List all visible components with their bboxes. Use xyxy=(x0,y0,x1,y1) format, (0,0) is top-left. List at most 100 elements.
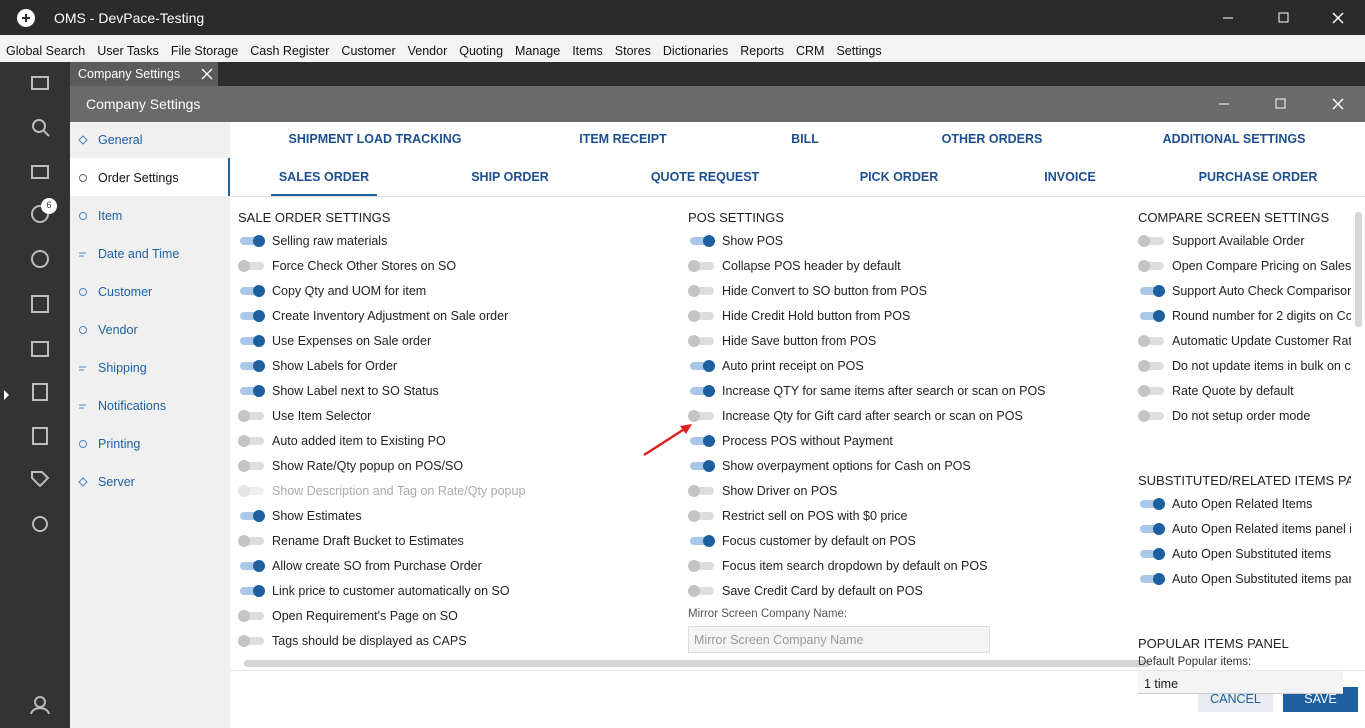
nav-item[interactable]: General xyxy=(98,133,143,147)
toggle-track[interactable] xyxy=(690,512,714,520)
nav-item[interactable]: Order Settings xyxy=(98,171,179,185)
toggle-knob[interactable] xyxy=(238,410,250,422)
toggle-track[interactable] xyxy=(690,387,714,395)
window-controls[interactable] xyxy=(1210,8,1360,28)
toggle-knob[interactable] xyxy=(1138,335,1150,347)
toggle-track[interactable] xyxy=(1140,550,1164,558)
toggle-knob[interactable] xyxy=(253,285,265,297)
toggle-knob[interactable] xyxy=(253,310,265,322)
toggle-track[interactable] xyxy=(690,412,714,420)
toggle-knob[interactable] xyxy=(238,485,250,497)
toggle-knob[interactable] xyxy=(703,235,715,247)
inner-window-controls[interactable] xyxy=(1210,94,1360,114)
menu-item[interactable]: User Tasks xyxy=(97,44,159,58)
toggle-track[interactable] xyxy=(240,637,264,645)
tab-close[interactable] xyxy=(200,67,214,81)
toggle-knob[interactable] xyxy=(253,385,265,397)
menu-item[interactable]: Vendor xyxy=(407,44,448,58)
toggle-track[interactable] xyxy=(1140,412,1164,420)
toggle-track[interactable] xyxy=(1140,500,1164,508)
menu-item[interactable]: Cash Register xyxy=(250,44,330,58)
menu-item[interactable]: File Storage xyxy=(170,44,239,58)
toggle-track[interactable] xyxy=(240,462,264,470)
nav-item[interactable]: Item xyxy=(98,209,123,223)
toggle-knob[interactable] xyxy=(253,235,265,247)
tab[interactable]: SALES ORDER xyxy=(278,170,370,184)
toggle-knob[interactable] xyxy=(703,385,715,397)
tab[interactable]: INVOICE xyxy=(1044,170,1096,184)
toggle-knob[interactable] xyxy=(688,410,700,422)
toggle-track[interactable] xyxy=(1140,337,1164,345)
toggle-knob[interactable] xyxy=(1153,310,1165,322)
toggle-track[interactable] xyxy=(690,262,714,270)
toggle-track[interactable] xyxy=(690,337,714,345)
toggle-track[interactable] xyxy=(240,387,264,395)
nav-item[interactable]: Printing xyxy=(98,437,141,451)
toggle-knob[interactable] xyxy=(1138,385,1150,397)
toggle-knob[interactable] xyxy=(688,285,700,297)
tab[interactable]: BILL xyxy=(791,132,819,146)
toggle-knob[interactable] xyxy=(703,535,715,547)
toggle-knob[interactable] xyxy=(688,560,700,572)
nav-item[interactable]: Shipping xyxy=(98,361,147,375)
toggle-track[interactable] xyxy=(1140,237,1164,245)
toggle-track[interactable] xyxy=(240,612,264,620)
toggle-knob[interactable] xyxy=(688,310,700,322)
menu-item[interactable]: Settings xyxy=(836,44,882,58)
menu-item[interactable]: Items xyxy=(572,44,603,58)
toggle-track[interactable] xyxy=(690,312,714,320)
tab[interactable]: OTHER ORDERS xyxy=(941,132,1043,146)
toggle-knob[interactable] xyxy=(688,335,700,347)
toggle-knob[interactable] xyxy=(1153,573,1165,585)
nav-item[interactable]: Customer xyxy=(98,285,153,299)
nav-item[interactable]: Vendor xyxy=(98,323,138,337)
toggle-track[interactable] xyxy=(1140,362,1164,370)
toggle-knob[interactable] xyxy=(253,585,265,597)
toggle-knob[interactable] xyxy=(688,485,700,497)
toggle-knob[interactable] xyxy=(253,560,265,572)
nav-item[interactable]: Date and Time xyxy=(98,247,180,261)
toggle-knob[interactable] xyxy=(1153,548,1165,560)
toggle-track[interactable] xyxy=(690,587,714,595)
toggle-track[interactable] xyxy=(690,562,714,570)
tab[interactable]: PURCHASE ORDER xyxy=(1198,170,1318,184)
tab[interactable]: QUOTE REQUEST xyxy=(650,170,760,184)
toggle-track[interactable] xyxy=(1140,262,1164,270)
toggle-track[interactable] xyxy=(240,512,264,520)
toggle-track[interactable] xyxy=(690,287,714,295)
toggle-track[interactable] xyxy=(1140,575,1164,583)
toggle-track[interactable] xyxy=(690,487,714,495)
toggle-knob[interactable] xyxy=(1138,360,1150,372)
menu-item[interactable]: Stores xyxy=(614,44,651,58)
menu-item[interactable]: CRM xyxy=(796,44,825,58)
toggle-knob[interactable] xyxy=(688,260,700,272)
menu-item[interactable]: Customer xyxy=(341,44,396,58)
document-tab[interactable] xyxy=(70,62,218,86)
toggle-track[interactable] xyxy=(240,587,264,595)
toggle-knob[interactable] xyxy=(1153,498,1165,510)
toggle-knob[interactable] xyxy=(688,585,700,597)
toggle-track[interactable] xyxy=(240,312,264,320)
toggle-track[interactable] xyxy=(240,337,264,345)
toggle-track[interactable] xyxy=(690,462,714,470)
toggle-track[interactable] xyxy=(1140,312,1164,320)
toggle-knob[interactable] xyxy=(238,635,250,647)
toggle-knob[interactable] xyxy=(1153,285,1165,297)
toggle-knob[interactable] xyxy=(253,510,265,522)
toggle-knob[interactable] xyxy=(238,460,250,472)
toggle-knob[interactable] xyxy=(238,260,250,272)
toggle-track[interactable] xyxy=(690,237,714,245)
tab[interactable]: ITEM RECEIPT xyxy=(579,132,667,146)
toggle-knob[interactable] xyxy=(1138,260,1150,272)
toggle-track[interactable] xyxy=(240,487,264,495)
toggle-knob[interactable] xyxy=(238,610,250,622)
vertical-scrollbar[interactable] xyxy=(1355,212,1362,327)
toggle-track[interactable] xyxy=(240,237,264,245)
toggle-track[interactable] xyxy=(1140,525,1164,533)
tab[interactable]: SHIP ORDER xyxy=(471,170,549,184)
nav-item[interactable]: Notifications xyxy=(98,399,167,413)
toggle-track[interactable] xyxy=(690,437,714,445)
select-box[interactable] xyxy=(1138,671,1343,694)
toggle-knob[interactable] xyxy=(238,435,250,447)
toggle-knob[interactable] xyxy=(703,360,715,372)
